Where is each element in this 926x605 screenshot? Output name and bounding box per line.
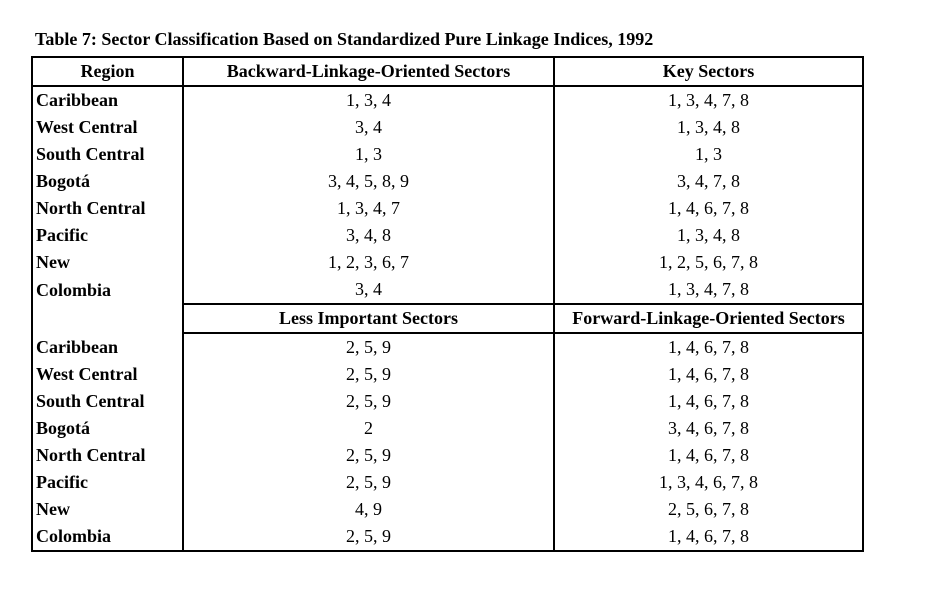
sector-classification-table: Region Backward-Linkage-Oriented Sectors… — [31, 56, 864, 552]
table-row: Bogotá 3, 4, 5, 8, 9 3, 4, 7, 8 — [31, 168, 864, 195]
less-important-sectors-cell: 2, 5, 9 — [182, 469, 555, 496]
forward-sectors-cell: 1, 4, 6, 7, 8 — [553, 333, 864, 361]
forward-sectors-cell: 1, 4, 6, 7, 8 — [553, 361, 864, 388]
less-important-sectors-cell: 2 — [182, 415, 555, 442]
region-cell: New — [31, 496, 184, 523]
table-row: Pacific 3, 4, 8 1, 3, 4, 8 — [31, 222, 864, 249]
backward-sectors-cell: 3, 4, 5, 8, 9 — [182, 168, 555, 195]
key-sectors-cell: 3, 4, 7, 8 — [553, 168, 864, 195]
region-cell: North Central — [31, 195, 184, 222]
region-cell: West Central — [31, 361, 184, 388]
less-important-sectors-cell: 2, 5, 9 — [182, 523, 555, 551]
table-row: North Central 2, 5, 9 1, 4, 6, 7, 8 — [31, 442, 864, 469]
region-cell: Caribbean — [31, 333, 184, 361]
table-row: South Central 1, 3 1, 3 — [31, 141, 864, 168]
region-cell: Pacific — [31, 469, 184, 496]
key-sectors-cell: 1, 2, 5, 6, 7, 8 — [553, 249, 864, 276]
key-sectors-cell: 1, 4, 6, 7, 8 — [553, 195, 864, 222]
backward-sectors-cell: 1, 3, 4, 7 — [182, 195, 555, 222]
key-sectors-cell: 1, 3, 4, 7, 8 — [553, 86, 864, 114]
region-column-header: Region — [31, 56, 184, 87]
region-cell: North Central — [31, 442, 184, 469]
region-cell: West Central — [31, 114, 184, 141]
region-cell: New — [31, 249, 184, 276]
forward-sectors-cell: 1, 3, 4, 6, 7, 8 — [553, 469, 864, 496]
less-important-sectors-cell: 2, 5, 9 — [182, 442, 555, 469]
table-row: New 4, 9 2, 5, 6, 7, 8 — [31, 496, 864, 523]
forward-sectors-cell: 2, 5, 6, 7, 8 — [553, 496, 864, 523]
forward-linkage-column-header: Forward-Linkage-Oriented Sectors — [553, 303, 864, 334]
table-row: West Central 3, 4 1, 3, 4, 8 — [31, 114, 864, 141]
forward-sectors-cell: 1, 4, 6, 7, 8 — [553, 523, 864, 551]
table-row: North Central 1, 3, 4, 7 1, 4, 6, 7, 8 — [31, 195, 864, 222]
table-row: Caribbean 2, 5, 9 1, 4, 6, 7, 8 — [31, 333, 864, 361]
region-cell: Caribbean — [31, 86, 184, 114]
table-row: West Central 2, 5, 9 1, 4, 6, 7, 8 — [31, 361, 864, 388]
key-sectors-cell: 1, 3, 4, 8 — [553, 222, 864, 249]
table-title: Table 7: Sector Classification Based on … — [35, 29, 654, 49]
table-row: Caribbean 1, 3, 4 1, 3, 4, 7, 8 — [31, 86, 864, 114]
region-cell: South Central — [31, 141, 184, 168]
forward-sectors-cell: 1, 4, 6, 7, 8 — [553, 442, 864, 469]
region-cell: Pacific — [31, 222, 184, 249]
region-cell: South Central — [31, 388, 184, 415]
forward-sectors-cell: 1, 4, 6, 7, 8 — [553, 388, 864, 415]
backward-sectors-cell: 1, 3 — [182, 141, 555, 168]
region-header-spacer — [31, 304, 184, 333]
region-cell: Colombia — [31, 523, 184, 551]
key-sectors-column-header: Key Sectors — [553, 56, 864, 87]
table-row: Pacific 2, 5, 9 1, 3, 4, 6, 7, 8 — [31, 469, 864, 496]
backward-sectors-cell: 3, 4, 8 — [182, 222, 555, 249]
backward-sectors-cell: 3, 4 — [182, 276, 555, 304]
key-sectors-cell: 1, 3 — [553, 141, 864, 168]
section1-header-row: Region Backward-Linkage-Oriented Sectors… — [31, 56, 864, 87]
table-row: Colombia 3, 4 1, 3, 4, 7, 8 — [31, 276, 864, 304]
key-sectors-cell: 1, 3, 4, 8 — [553, 114, 864, 141]
region-cell: Bogotá — [31, 415, 184, 442]
key-sectors-cell: 1, 3, 4, 7, 8 — [553, 276, 864, 304]
backward-sectors-cell: 1, 2, 3, 6, 7 — [182, 249, 555, 276]
less-important-sectors-cell: 2, 5, 9 — [182, 388, 555, 415]
table-row: Colombia 2, 5, 9 1, 4, 6, 7, 8 — [31, 523, 864, 551]
table-row: New 1, 2, 3, 6, 7 1, 2, 5, 6, 7, 8 — [31, 249, 864, 276]
forward-sectors-cell: 3, 4, 6, 7, 8 — [553, 415, 864, 442]
less-important-sectors-cell: 4, 9 — [182, 496, 555, 523]
backward-linkage-column-header: Backward-Linkage-Oriented Sectors — [182, 56, 555, 87]
section2-header-row: Less Important Sectors Forward-Linkage-O… — [31, 303, 864, 334]
backward-sectors-cell: 1, 3, 4 — [182, 86, 555, 114]
table-row: South Central 2, 5, 9 1, 4, 6, 7, 8 — [31, 388, 864, 415]
table-row: Bogotá 2 3, 4, 6, 7, 8 — [31, 415, 864, 442]
region-cell: Colombia — [31, 276, 184, 304]
less-important-sectors-cell: 2, 5, 9 — [182, 333, 555, 361]
less-important-column-header: Less Important Sectors — [182, 303, 555, 334]
region-cell: Bogotá — [31, 168, 184, 195]
less-important-sectors-cell: 2, 5, 9 — [182, 361, 555, 388]
backward-sectors-cell: 3, 4 — [182, 114, 555, 141]
